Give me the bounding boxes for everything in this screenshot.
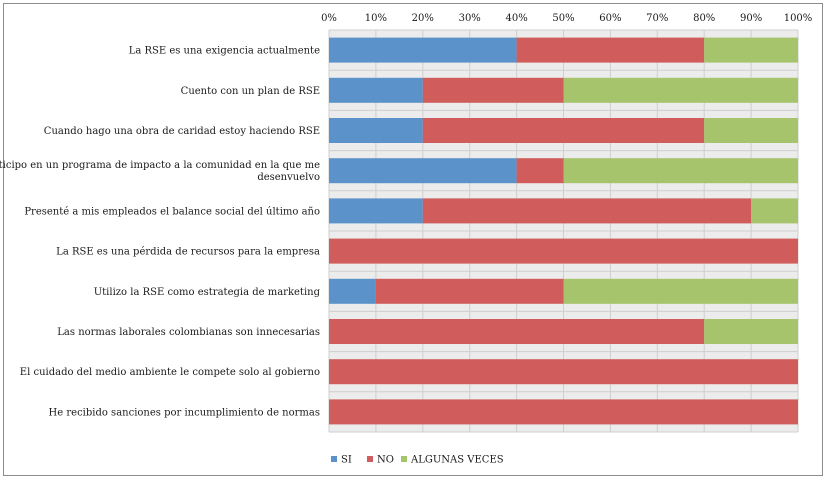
category-label: Utilizo la RSE como estrategia de market… [94,287,321,298]
legend-label: SI [341,455,352,466]
bar-algunas-veces [563,278,798,304]
bar-algunas-veces [704,37,798,63]
bar-no [329,238,798,264]
bar-si [329,198,423,224]
x-tick-label: 70% [646,13,668,24]
x-tick-label: 100% [784,13,813,24]
bar-algunas-veces [704,319,798,344]
bar-si [329,278,376,304]
x-tick-label: 30% [459,13,481,24]
category-label: La RSE es una exigencia actualmente [129,46,320,57]
category-label: Cuento con un plan de RSE [181,86,320,97]
x-tick-label: 40% [505,13,527,24]
bar-no [422,77,564,103]
bar-algunas-veces [563,158,798,184]
legend-swatch-algunas-veces [401,456,407,462]
bar-no [329,399,798,425]
category-label: Las normas laborales colombianas son inn… [57,327,320,338]
bar-no [516,158,564,184]
bar-si [329,77,423,103]
bar-algunas-veces [704,118,798,143]
category-label: Presenté a mis empleados el balance soci… [24,206,320,217]
category-label: He recibido sanciones por incumplimiento… [49,407,320,418]
bar-no [516,37,705,63]
x-tick-label: 0% [321,13,337,24]
bar-si [329,118,423,143]
legend-label: ALGUNAS VECES [410,455,504,466]
legend-swatch-si [331,456,337,462]
x-tick-label: 60% [599,13,621,24]
bar-no [329,319,705,344]
bar-no [422,118,705,143]
x-tick-label: 20% [412,13,434,24]
legend-label: NO [377,455,394,466]
legend-swatch-no [367,456,373,462]
category-label: El cuidado del medio ambiente le compete… [20,367,320,378]
x-tick-label: 90% [740,13,762,24]
category-label: La RSE es una pérdida de recursos para l… [56,247,320,258]
bar-no [422,198,752,224]
bar-si [329,37,517,63]
bar-no [375,278,564,304]
category-label: desenvuelvo [257,172,320,183]
x-tick-label: 10% [365,13,387,24]
category-label: Cuando hago una obra de caridad estoy ha… [44,126,320,137]
x-tick-label: 50% [552,13,574,24]
bar-no [329,359,798,385]
bar-algunas-veces [563,77,798,103]
bar-algunas-veces [751,198,798,224]
category-label: Participo en un programa de impacto a la… [0,160,320,171]
x-tick-label: 80% [693,13,715,24]
bar-si [329,158,517,184]
